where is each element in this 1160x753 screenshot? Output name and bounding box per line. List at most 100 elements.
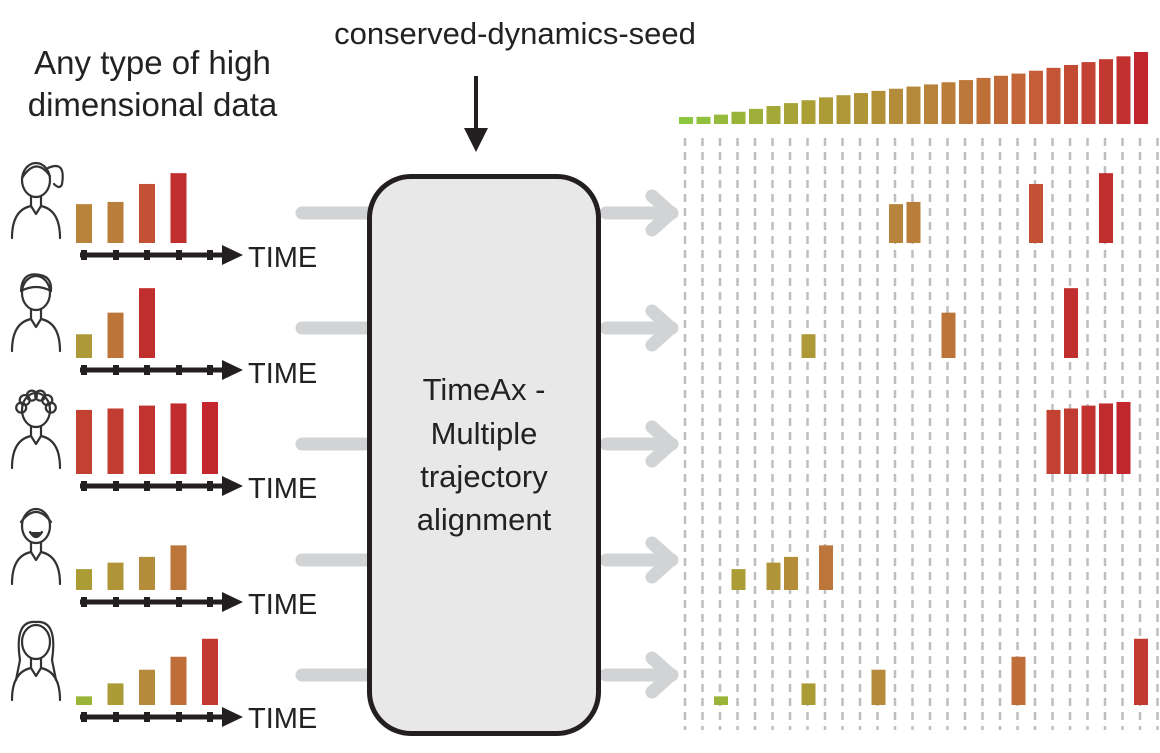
aligned-bar <box>714 696 728 705</box>
time-tick <box>113 481 119 491</box>
input-bar <box>170 656 187 705</box>
consensus-bar <box>1116 56 1131 124</box>
input-bar <box>139 669 155 705</box>
aligned-bar <box>889 204 903 243</box>
time-tick <box>207 712 213 722</box>
output-flow-arrow-head <box>645 651 678 699</box>
input-bar <box>139 183 155 243</box>
input-bar <box>76 409 92 474</box>
aligned-bar <box>1064 288 1078 358</box>
consensus-bar <box>1011 73 1026 124</box>
input-bar <box>76 569 92 590</box>
time-tick <box>176 365 182 375</box>
input-bar <box>139 556 155 590</box>
timeax-alignment-box: TimeAx - Multiple trajectory alignment <box>367 174 601 736</box>
input-bar <box>76 334 92 358</box>
consensus-bar <box>941 82 956 124</box>
input-bar <box>76 696 92 705</box>
input-bar <box>202 638 218 705</box>
time-tick <box>207 597 213 607</box>
aligned-bar <box>731 569 746 590</box>
time-tick <box>144 481 150 491</box>
input-bar <box>107 562 124 590</box>
seed-arrow <box>464 76 488 152</box>
aligned-bar <box>1116 402 1131 474</box>
input-bar <box>107 312 124 358</box>
consensus-bar <box>731 111 746 124</box>
consensus-bar <box>889 88 903 124</box>
time-tick <box>113 250 119 260</box>
aligned-bar <box>819 545 833 590</box>
consensus-bar <box>1134 52 1148 124</box>
consensus-bar <box>696 116 711 124</box>
aligned-bar <box>871 669 886 705</box>
consensus-bar <box>714 114 728 124</box>
time-label-4: TIME <box>248 589 318 621</box>
woman-ponytail-icon <box>10 161 64 240</box>
aligned-bar <box>801 683 816 705</box>
time-tick <box>176 481 182 491</box>
time-axis-arrowhead <box>222 592 243 612</box>
input-bar <box>107 201 124 243</box>
time-tick <box>207 365 213 375</box>
time-tick <box>144 597 150 607</box>
time-tick <box>207 481 213 491</box>
flow-arrows <box>295 189 679 699</box>
time-tick <box>81 365 87 375</box>
header-any-type-data: Any type of high dimensional data <box>10 42 295 126</box>
box-line-1: TimeAx - <box>422 372 546 408</box>
input-bar <box>76 204 92 243</box>
patient-icons <box>10 161 64 702</box>
consensus-bar <box>784 103 798 124</box>
input-bar <box>139 405 155 474</box>
consensus-bar <box>749 108 763 124</box>
consensus-bar <box>924 84 938 124</box>
time-tick <box>144 365 150 375</box>
time-tick <box>81 250 87 260</box>
time-label-2: TIME <box>248 358 318 390</box>
woman-curly-icon <box>10 389 62 470</box>
time-tick <box>113 365 119 375</box>
box-line-3: trajectory <box>420 459 548 494</box>
consensus-bar <box>679 117 693 124</box>
aligned-bar <box>941 312 956 358</box>
time-tick <box>144 712 150 722</box>
consensus-bar <box>1081 62 1096 124</box>
time-tick <box>113 597 119 607</box>
aligned-bar <box>1099 403 1113 474</box>
consensus-bar <box>959 80 973 124</box>
box-line-4: alignment <box>416 502 552 538</box>
time-tick <box>176 712 182 722</box>
aligned-bar <box>1081 405 1096 474</box>
consensus-trajectory <box>679 52 1148 125</box>
consensus-bar <box>871 90 886 124</box>
time-label-1: TIME <box>248 242 318 274</box>
input-bar <box>139 288 155 358</box>
aligned-patient-bars <box>714 173 1148 705</box>
aligned-bar <box>1046 409 1061 474</box>
input-bar <box>170 545 187 590</box>
aligned-bar <box>1011 656 1026 705</box>
output-flow-arrow-head <box>645 420 678 468</box>
time-axis-arrowhead <box>222 360 243 380</box>
time-axis-arrowhead <box>222 245 243 265</box>
consensus-bar <box>819 97 833 124</box>
time-tick <box>81 481 87 491</box>
input-bar <box>107 683 124 705</box>
consensus-bar <box>836 95 851 124</box>
time-tick <box>113 712 119 722</box>
consensus-bar <box>976 77 991 124</box>
consensus-bar <box>854 93 868 124</box>
input-bar <box>170 173 187 243</box>
consensus-bar <box>1046 67 1061 124</box>
aligned-bar <box>1064 408 1078 474</box>
time-tick <box>81 712 87 722</box>
seed-label: conserved-dynamics-seed <box>334 16 696 51</box>
consensus-bar <box>994 75 1008 124</box>
man-beard-icon <box>10 507 62 586</box>
box-line-2: Multiple <box>430 415 538 451</box>
input-bar <box>107 408 124 474</box>
input-bar <box>170 403 187 474</box>
consensus-bar <box>801 100 816 124</box>
